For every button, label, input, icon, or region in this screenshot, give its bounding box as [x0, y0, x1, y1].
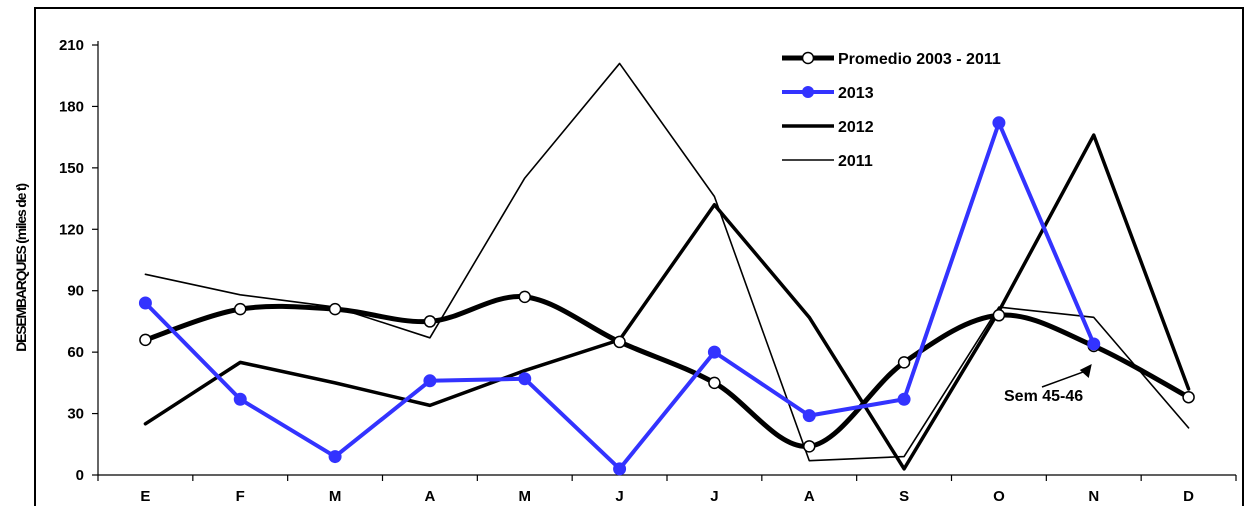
series-0-point: [518, 290, 531, 304]
series-layer: [138, 62, 1195, 476]
y-tick-label: 90: [67, 283, 84, 300]
series-0-point: [897, 356, 911, 369]
x-tick-label: A: [804, 488, 815, 505]
x-tick-label: S: [899, 488, 909, 505]
legend-label: 2011: [838, 153, 873, 170]
x-tick-label: E: [140, 488, 150, 505]
x-tick-label: J: [710, 488, 718, 505]
series-1-line: [143, 120, 1096, 471]
y-tick-label: 120: [59, 221, 84, 238]
series-0-point: [803, 440, 816, 453]
series-0-point: [708, 376, 721, 390]
legend-label: Promedio 2003 - 2011: [838, 51, 1001, 68]
series-0-point: [992, 309, 1006, 322]
series-1-point: [328, 450, 342, 464]
x-tick-label: F: [236, 488, 245, 505]
x-tick-label: M: [519, 488, 532, 505]
annotation-label: Sem 45-46: [1004, 388, 1083, 405]
annotations: Sem 45-46: [1004, 363, 1092, 405]
legend-label: 2013: [838, 85, 874, 102]
legend-swatch-marker: [801, 51, 815, 65]
y-tick-label: 30: [67, 406, 84, 423]
y-tick-label: 210: [59, 37, 84, 54]
series-1-point: [897, 392, 911, 406]
series-0-point: [423, 315, 437, 328]
y-tick-label: 150: [59, 160, 84, 177]
legend-swatch-marker: [802, 86, 814, 98]
x-tick-label: N: [1088, 488, 1099, 505]
y-tick-label: 60: [67, 344, 84, 361]
series-0-point: [328, 302, 342, 316]
x-tick-label: A: [424, 488, 435, 505]
x-tick-label: O: [993, 488, 1005, 505]
y-tick-label: 180: [59, 98, 84, 115]
y-axis-title-group: DESEMBARQUES (miles de t): [13, 184, 29, 352]
series-0-point: [234, 302, 247, 316]
series-1-point: [992, 116, 1006, 130]
series-0-point: [613, 335, 626, 349]
series-1-point: [613, 462, 627, 476]
x-tick-label: J: [615, 488, 623, 505]
series-1-point: [423, 374, 437, 388]
legend-label: 2012: [838, 119, 874, 136]
series-1-point: [233, 392, 247, 406]
axes: 0 30 60 90 120 150 180 210 E F M A M J J A S O N D: [59, 37, 1237, 505]
x-tick-label: D: [1183, 488, 1194, 505]
series-0-line: [142, 294, 1192, 449]
series-2-line: [143, 133, 1191, 471]
series-1-point: [518, 372, 532, 386]
y-axis-title: DESEMBARQUES (miles de t): [13, 184, 29, 352]
annotation-arrowhead: [1079, 363, 1092, 378]
y-tick-label: 0: [76, 467, 84, 484]
legend: Promedio 2003 - 2011 2013 2012 2011: [782, 51, 1001, 170]
series-3-line: [144, 62, 1190, 462]
chart-frame: [34, 7, 1244, 509]
series-0-point: [1182, 390, 1195, 404]
series-0-point: [139, 333, 152, 347]
series-1-point: [1087, 337, 1101, 351]
series-1-point: [802, 409, 816, 423]
series-1-point: [138, 296, 152, 310]
x-tick-label: M: [329, 488, 342, 505]
annotation-arrow-line: [1041, 369, 1090, 388]
series-1-point: [707, 345, 721, 359]
